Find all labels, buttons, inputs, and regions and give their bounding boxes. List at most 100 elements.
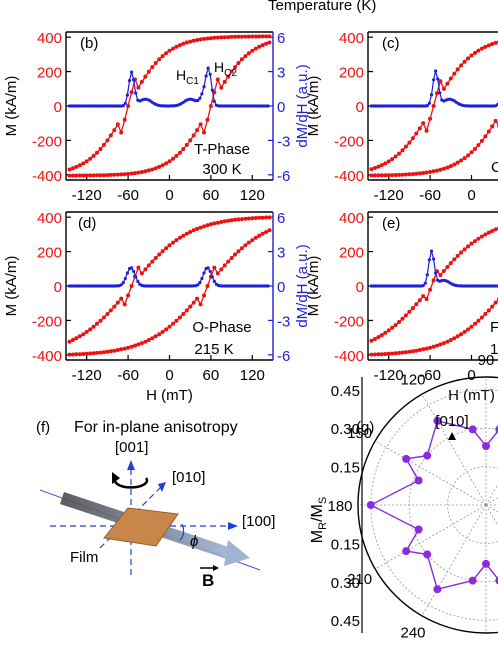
m-point: [81, 352, 86, 356]
dmdh-tick-label: 3: [277, 245, 285, 262]
m-point: [236, 34, 241, 39]
m-point: [222, 219, 227, 224]
m-point: [372, 337, 377, 341]
dmdh-point: [434, 271, 438, 275]
m-point: [236, 61, 241, 65]
m-point: [369, 338, 374, 343]
svg-text:HC2: HC2: [214, 59, 237, 79]
panel-b-hc1-annotation: HC1: [176, 67, 199, 87]
m-point: [77, 334, 82, 339]
m-point: [219, 35, 224, 40]
m-point: [226, 74, 231, 79]
m-point: [129, 90, 134, 95]
m-point: [400, 172, 405, 177]
m-point: [267, 215, 272, 220]
m-point: [250, 34, 255, 39]
m-point: [226, 218, 231, 223]
panel-g-chart-content: 901201501802102402700.150.150.300.300.45…: [327, 352, 498, 645]
m-point: [431, 344, 436, 349]
m-point: [105, 173, 110, 178]
m-point: [119, 130, 124, 135]
m-point: [160, 249, 165, 254]
m-point: [67, 352, 72, 357]
m-point: [188, 138, 193, 143]
panel-c-phase-label: C: [491, 159, 498, 176]
m-point: [108, 308, 113, 313]
m-point: [469, 324, 474, 329]
m-point: [174, 153, 179, 158]
m-tick-label: -200: [32, 133, 62, 150]
m-point: [108, 133, 113, 138]
m-point: [386, 173, 391, 178]
dmdh-point: [125, 271, 129, 275]
m-point: [212, 265, 217, 270]
m-point: [486, 129, 491, 134]
polar-r-tick-upper: 0.45: [331, 383, 360, 400]
panel-f-title: For in-plane anisotropy: [74, 419, 238, 436]
m-point: [435, 343, 439, 348]
m-point: [376, 164, 381, 169]
polar-grid-spoke: [374, 440, 487, 506]
m-point: [448, 338, 453, 342]
m-point: [143, 74, 148, 79]
dmdh-point: [266, 104, 270, 108]
dmdh-line: [69, 65, 269, 107]
dmdh-point: [421, 284, 425, 288]
m-point: [253, 34, 258, 39]
polar-angle-label: 120: [400, 372, 425, 389]
m-point: [67, 167, 72, 172]
m-point: [88, 156, 93, 161]
polar-grid-spoke: [485, 504, 498, 527]
dmdh-tick-label: 3: [277, 65, 285, 82]
m-point: [257, 215, 262, 220]
m-point: [198, 37, 203, 42]
dmdh-point: [427, 258, 431, 262]
m-point: [115, 172, 120, 177]
m-point: [136, 170, 141, 175]
dmdh-tick-label: 6: [277, 210, 285, 227]
m-point: [129, 344, 134, 349]
m-point: [129, 171, 134, 176]
m-point: [417, 171, 422, 176]
m-point: [74, 173, 79, 178]
m-point: [195, 128, 200, 133]
m-point: [153, 256, 158, 260]
dmdh-point: [130, 70, 134, 74]
m-point: [428, 345, 433, 350]
m-point: [191, 228, 196, 233]
m-point: [198, 302, 203, 307]
m-point: [198, 122, 203, 127]
m-point: [215, 271, 220, 276]
m-point: [167, 324, 172, 329]
polar-grid-spoke: [421, 393, 487, 506]
m-point: [257, 233, 262, 238]
panel-c-chart-content: -400 -200 0 200 400 M (kA/m) -120 -60 0: [305, 30, 498, 204]
m-tick-label: -400: [334, 168, 364, 185]
m-point: [243, 54, 248, 59]
panel-b-hysteresis-chart: -400 -200 0 200 400 M (kA/m) -6 -3 0 3 6 dM/dH (a.u…: [3, 30, 311, 204]
m-point: [441, 166, 446, 171]
m-point: [372, 166, 377, 170]
m-point: [146, 263, 151, 268]
m-point: [441, 86, 446, 91]
m-point: [490, 42, 495, 46]
m-point: [122, 172, 127, 177]
dir-100-label: [100]: [242, 513, 275, 530]
m-point: [167, 243, 172, 248]
b-field-vector-head: [213, 565, 219, 571]
m-point: [222, 79, 227, 84]
m-point: [376, 352, 381, 357]
polar-data-point: [414, 476, 423, 485]
m-point: [407, 172, 412, 177]
m-point: [136, 342, 141, 347]
m-point: [126, 104, 131, 108]
m-point: [246, 51, 251, 56]
field-beam-arrowhead: [224, 540, 250, 566]
dmdh-point: [429, 93, 434, 97]
m-point: [390, 325, 395, 330]
m-point: [445, 81, 450, 86]
m-point: [112, 304, 117, 309]
dmdh-tick-label: -6: [277, 168, 290, 185]
m-point: [469, 241, 474, 246]
polar-data-point: [433, 416, 442, 425]
